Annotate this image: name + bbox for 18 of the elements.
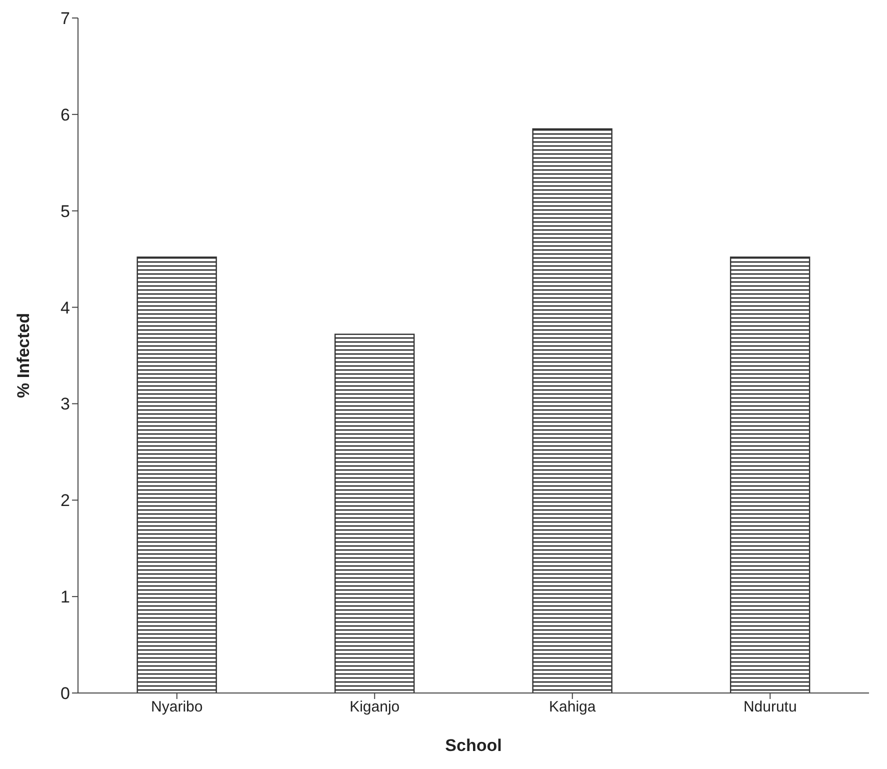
- x-axis-title: School: [445, 736, 502, 755]
- x-tick-label: Kiganjo: [350, 698, 400, 716]
- bar: [136, 256, 217, 693]
- bar: [532, 128, 612, 693]
- y-tick-label: 7: [60, 9, 70, 28]
- bar: [730, 256, 810, 693]
- y-tick-label: 5: [60, 202, 70, 221]
- x-tick-label: Nyaribo: [151, 698, 203, 716]
- bar: [334, 334, 415, 693]
- y-tick-label: 1: [60, 588, 70, 607]
- y-tick-label: 3: [60, 394, 70, 414]
- y-tick-label: 6: [60, 105, 70, 124]
- y-tick-label: 4: [60, 298, 70, 318]
- y-tick-label: 0: [60, 684, 70, 704]
- x-tick-label: Kahiga: [549, 698, 596, 716]
- y-tick-label: 2: [60, 491, 70, 510]
- y-axis-title: % Infected: [14, 312, 34, 398]
- x-tick-label: Ndurutu: [743, 698, 797, 716]
